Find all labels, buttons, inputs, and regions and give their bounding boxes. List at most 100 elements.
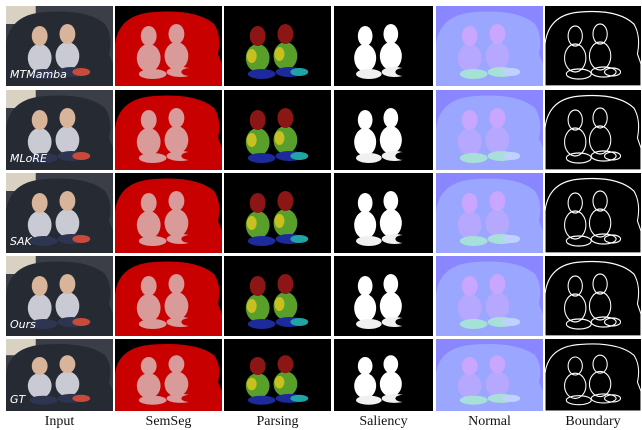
head [490, 274, 506, 294]
head [32, 193, 48, 213]
toy [72, 395, 90, 402]
panel-content [545, 256, 641, 336]
toy [181, 235, 199, 243]
head [60, 191, 76, 211]
toy [290, 68, 308, 76]
head [250, 26, 266, 46]
panel [115, 256, 222, 336]
panel-content [545, 6, 641, 86]
top [275, 214, 285, 228]
panel [334, 173, 433, 253]
head [358, 26, 373, 46]
head [462, 193, 478, 213]
panel-content [436, 173, 543, 253]
body [137, 44, 161, 72]
legs [139, 396, 167, 405]
legs [356, 69, 382, 79]
row-label: MLoRE [10, 152, 47, 165]
panel [436, 256, 543, 336]
top [247, 378, 257, 391]
toy [181, 152, 199, 160]
toy [395, 235, 412, 243]
toy [395, 318, 412, 326]
head [60, 274, 76, 294]
panel-content [436, 6, 543, 86]
toy [502, 152, 520, 160]
panel [436, 90, 543, 170]
top [247, 133, 257, 147]
toy [502, 318, 520, 326]
top [275, 297, 285, 311]
column-label: Normal [468, 414, 511, 429]
panel-content [334, 339, 433, 411]
legs [248, 153, 276, 163]
toy [502, 395, 520, 402]
panel-content [224, 6, 331, 86]
body [380, 126, 402, 154]
panel-content [224, 173, 331, 253]
legs [30, 236, 58, 246]
panel [545, 256, 641, 336]
head [358, 193, 373, 213]
toy [290, 152, 308, 160]
head [384, 355, 399, 373]
body [486, 292, 510, 320]
panel-content [224, 90, 331, 170]
panel [334, 256, 433, 336]
panel [545, 90, 641, 170]
body [354, 294, 376, 322]
body [354, 211, 376, 239]
legs [356, 396, 382, 405]
head [490, 355, 506, 373]
head [384, 24, 399, 44]
panel [545, 6, 641, 86]
head [358, 357, 373, 375]
body [458, 373, 482, 398]
panel [224, 339, 331, 411]
toy [72, 318, 90, 326]
legs [460, 396, 488, 405]
toy [181, 68, 199, 76]
legs [248, 396, 276, 405]
toy [290, 318, 308, 326]
toy [72, 235, 90, 243]
legs [30, 396, 58, 405]
toy [395, 152, 412, 160]
head [462, 276, 478, 296]
body [486, 126, 510, 154]
body [380, 209, 402, 237]
body [486, 42, 510, 70]
panel [115, 173, 222, 253]
body [380, 292, 402, 320]
panel-content [545, 173, 641, 253]
body [380, 42, 402, 70]
head [141, 193, 157, 213]
toy [181, 395, 199, 402]
body [380, 371, 402, 396]
body [28, 373, 52, 398]
legs [139, 236, 167, 246]
panel [224, 256, 331, 336]
panel-content [334, 90, 433, 170]
panel-content [334, 6, 433, 86]
head [462, 110, 478, 130]
panel-content [436, 339, 543, 411]
head [141, 110, 157, 130]
toy [72, 152, 90, 160]
head [250, 276, 266, 296]
head [384, 274, 399, 294]
head [358, 110, 373, 130]
panel-content [224, 256, 331, 336]
panel [436, 339, 543, 411]
body [137, 211, 161, 239]
body [165, 209, 189, 237]
head [384, 108, 399, 128]
panel [334, 90, 433, 170]
head [60, 355, 76, 373]
toy [395, 68, 412, 76]
top [275, 47, 285, 61]
body [486, 371, 510, 396]
legs [139, 319, 167, 329]
head [250, 357, 266, 375]
head [169, 191, 185, 211]
